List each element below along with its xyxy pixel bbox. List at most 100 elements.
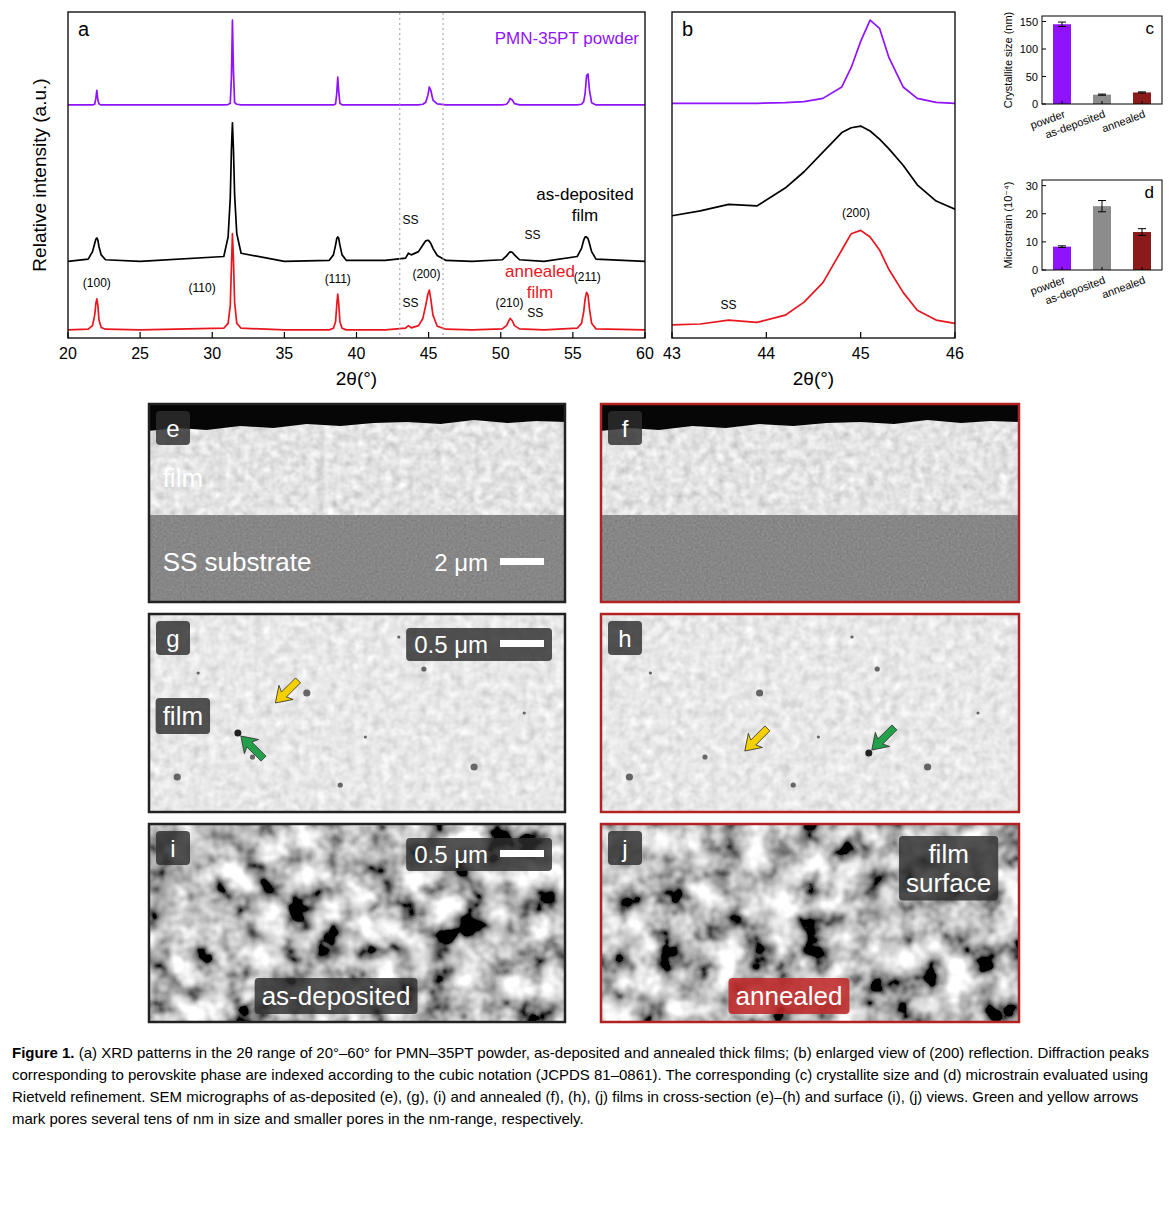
letter-box: [156, 411, 190, 445]
error-cap: [1098, 94, 1106, 95]
series-label: PMN-35PT powder: [495, 29, 640, 48]
micrograph: gfilm0.5 μm: [148, 613, 566, 813]
pore: [875, 666, 880, 671]
x-tick-label: 55: [564, 345, 582, 362]
pore: [250, 754, 255, 759]
series-label-line: as-deposited: [536, 185, 633, 204]
micrograph-label: filmsurface: [906, 839, 991, 898]
micrograph-label: film: [163, 701, 203, 731]
x-tick: [572, 332, 573, 338]
letter-box: [608, 411, 642, 445]
label-box: [255, 978, 418, 1014]
substrate: [600, 515, 1020, 603]
x-tick-label: 44: [757, 345, 775, 362]
pore: [303, 689, 310, 696]
plot-frame: [68, 12, 645, 338]
scale-line: [500, 558, 544, 565]
pore: [397, 635, 400, 638]
x-tick-label: 60: [636, 345, 654, 362]
panel-letter: h: [618, 625, 631, 652]
category-label: as-deposited: [1043, 274, 1106, 307]
plot-lines: [68, 20, 645, 330]
film: [600, 613, 1020, 813]
panel-letter: f: [622, 415, 629, 442]
pore: [174, 773, 181, 780]
peak-label: SS: [524, 228, 540, 242]
error-cap: [1138, 235, 1146, 236]
y-tick: [1042, 241, 1046, 242]
pore-arrow: [738, 721, 775, 758]
peak-label: SS: [403, 296, 419, 310]
x-tick: [500, 332, 501, 338]
x-tick-label: 25: [131, 345, 149, 362]
micrograph-label: as-deposited: [262, 981, 411, 1011]
pore-arrow: [234, 729, 271, 766]
pore-arrow: [865, 720, 902, 757]
y-tick: [1042, 76, 1046, 77]
bar: [1053, 24, 1071, 104]
y-tick-label: 0: [1032, 264, 1038, 276]
label-box: [406, 838, 552, 871]
series-label-line: film: [527, 283, 553, 302]
caption-text: (a) XRD patterns in the 2θ range of 20°–…: [12, 1044, 1149, 1127]
pore: [865, 750, 872, 757]
caption: Figure 1. (a) XRD patterns in the 2θ ran…: [12, 1042, 1159, 1130]
category-label: as-deposited: [1043, 108, 1106, 141]
x-tick: [428, 332, 429, 338]
micrograph-frame: [149, 824, 565, 1022]
error-bar: [1138, 229, 1146, 236]
x-tick: [212, 332, 213, 338]
peak-label: SS: [403, 213, 419, 227]
error-cap: [1058, 245, 1066, 246]
pore: [234, 730, 241, 737]
caption-label: Figure 1.: [12, 1044, 75, 1061]
x-tick-label: 20: [59, 345, 77, 362]
panel-letter: e: [166, 415, 179, 442]
scale-label: 0.5 μm: [414, 841, 488, 868]
micrograph-frame: [149, 614, 565, 812]
x-tick-label: 35: [275, 345, 293, 362]
scale-label: 0.5 μm: [414, 631, 488, 658]
plot-frame: [1042, 16, 1162, 104]
micrograph-image: [600, 823, 1020, 1023]
x-tick-label: 45: [420, 345, 438, 362]
pore: [924, 763, 931, 770]
category-label: annealed: [1100, 274, 1147, 301]
micrograph-label: annealed: [736, 981, 843, 1011]
y-axis-title: Crystallite size (nm): [1002, 12, 1014, 109]
micrograph-image: [600, 613, 1020, 813]
error-cap: [1138, 91, 1146, 92]
film: [148, 420, 566, 515]
error-cap: [1058, 22, 1066, 23]
plot-frame: [1042, 180, 1162, 270]
micrograph: f: [600, 403, 1020, 603]
x-axis-title: 2θ(°): [793, 368, 834, 389]
series-label-line: annealed: [505, 262, 575, 281]
peak-label: (111): [325, 272, 351, 286]
x-tick-label: 40: [348, 345, 366, 362]
bars: [1053, 201, 1151, 270]
panel-letter: j: [621, 835, 627, 862]
peak-label: (100): [83, 276, 111, 290]
xrd-pattern: [672, 126, 955, 216]
x-tick-label: 30: [203, 345, 221, 362]
pore: [421, 666, 426, 671]
micrograph-frame: [601, 824, 1019, 1022]
bar: [1053, 247, 1071, 270]
error-cap: [1098, 200, 1106, 201]
xrd-pattern: [68, 234, 645, 330]
error-bar: [1098, 94, 1106, 95]
film: [600, 420, 1020, 515]
y-tick-label: 30: [1026, 180, 1038, 192]
error-cap: [1138, 93, 1146, 94]
pore: [470, 763, 477, 770]
background: [148, 403, 566, 603]
scale-line: [500, 640, 544, 647]
micrograph: j filmsurface annealed: [600, 823, 1020, 1023]
label-box: [729, 978, 850, 1014]
x-tick-label: 45: [852, 345, 870, 362]
x-tick: [356, 332, 357, 338]
x-tick: [860, 332, 861, 338]
x-tick: [766, 332, 767, 338]
label-box: [156, 698, 210, 734]
